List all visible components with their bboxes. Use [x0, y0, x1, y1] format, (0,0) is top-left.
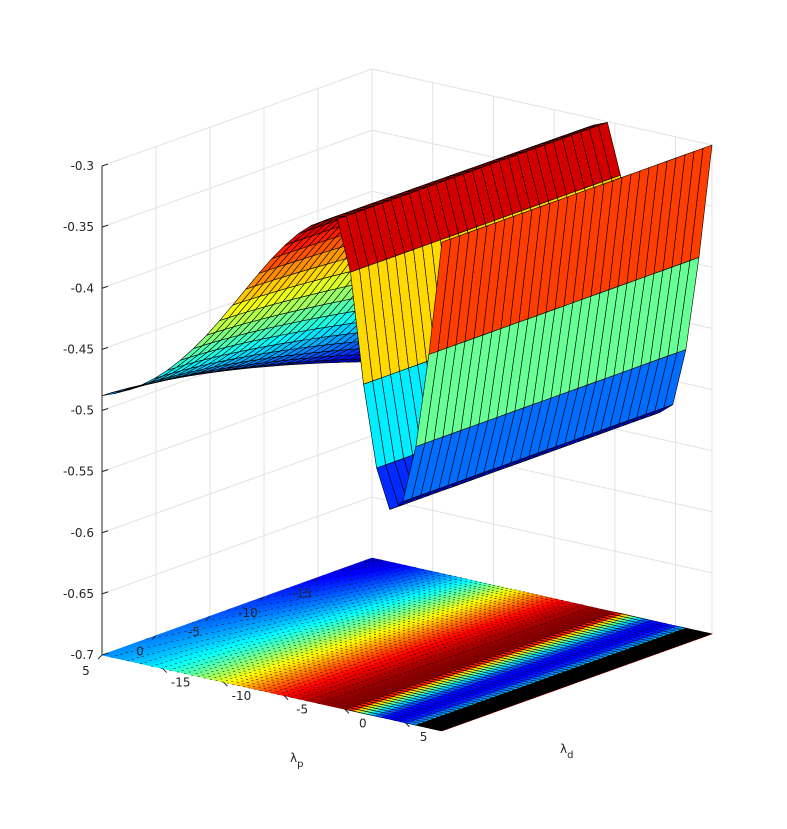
z-tick-label-7: -0.65 — [63, 587, 94, 601]
x-tick-label-3: -10 — [238, 606, 258, 620]
y-tick-label-0: -15 — [171, 676, 191, 690]
z-tick-mark-1 — [101, 224, 109, 228]
z-tick-mark-2 — [101, 285, 109, 289]
x-tick-label-2: -5 — [188, 625, 200, 639]
z-tick-mark-5 — [101, 469, 109, 473]
z-tick-mark-7 — [101, 591, 109, 595]
z-tick-label-5: -0.55 — [63, 465, 94, 479]
y-tick-label-2: -5 — [296, 703, 308, 717]
y-tick-label-3: 0 — [359, 716, 367, 730]
x-tick-mark-0 — [97, 654, 103, 660]
x-axis-label: λp — [290, 751, 303, 770]
y-axis-label: λd — [560, 742, 573, 761]
z-axis-ticks: -0.3 -0.35 -0.4 -0.45 -0.5 -0.55 -0.6 -0.65 -0.7 — [63, 159, 109, 662]
z-tick-label-8: -0.7 — [71, 648, 94, 662]
z-tick-mark-4 — [101, 408, 109, 411]
z-tick-label-0: -0.3 — [71, 159, 94, 173]
y-tick-label-4: 5 — [420, 730, 428, 744]
z-tick-label-1: -0.35 — [63, 220, 94, 234]
grid-line-z-0 — [101, 68, 713, 167]
z-tick-label-2: -0.4 — [71, 281, 94, 295]
x-tick-label-4: -15 — [292, 586, 312, 600]
z-tick-label-6: -0.6 — [71, 526, 94, 540]
x-tick-label-1: 0 — [136, 645, 144, 659]
z-tick-label-4: -0.5 — [71, 404, 94, 418]
x-tick-label-0: 5 — [82, 664, 90, 678]
surface-mesh — [101, 122, 713, 510]
z-tick-mark-3 — [101, 346, 109, 350]
z-tick-mark-0 — [101, 163, 109, 167]
z-tick-label-3: -0.45 — [63, 342, 94, 356]
z-tick-mark-6 — [101, 530, 109, 534]
contour-plane — [100, 557, 714, 732]
y-tick-label-1: -10 — [232, 689, 252, 703]
